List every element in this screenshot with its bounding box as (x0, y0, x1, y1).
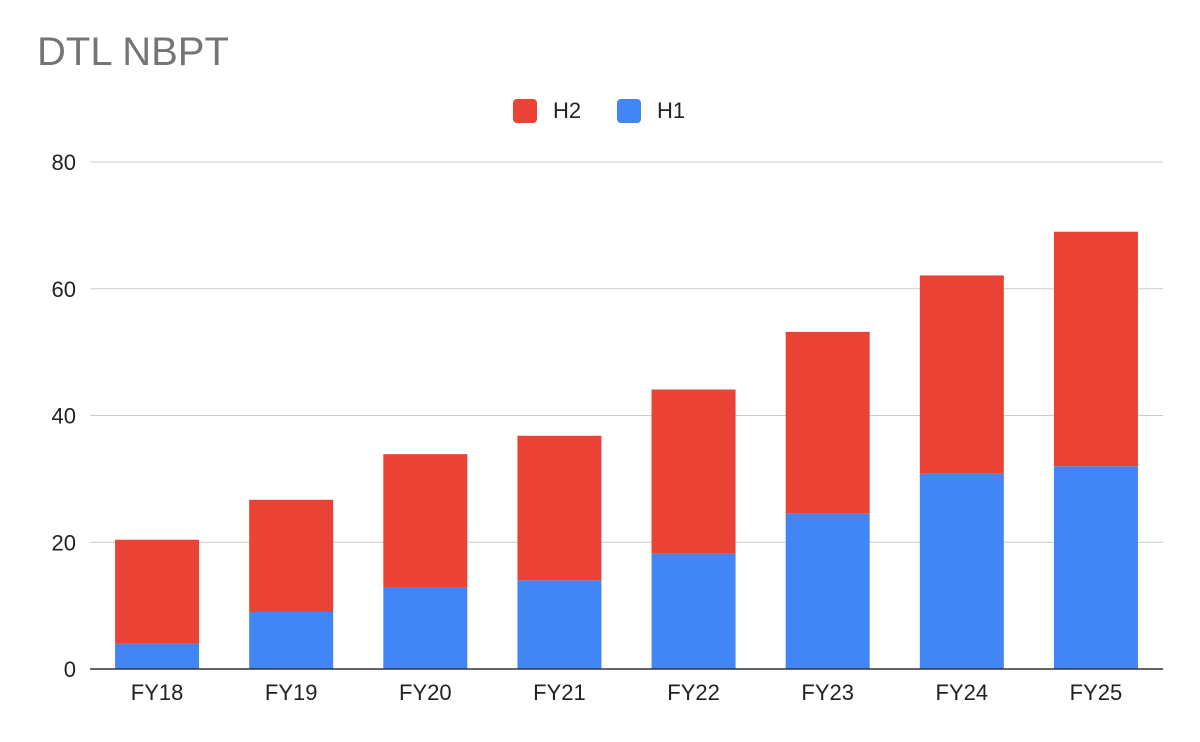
bar-h1-fy20 (383, 587, 468, 669)
bar-h2-fy22 (651, 389, 736, 554)
x-tick-label-fy23: FY23 (801, 680, 854, 705)
bar-h2-fy25 (1053, 231, 1138, 467)
bar-h2-fy20 (383, 454, 468, 588)
bar-h2-fy18 (115, 539, 200, 644)
y-tick-label-0: 0 (64, 657, 76, 682)
legend-item-h1: H1 (617, 98, 685, 124)
y-tick-label-20: 20 (52, 530, 76, 555)
bar-h1-fy24 (919, 473, 1004, 669)
bar-h1-fy21 (517, 580, 602, 669)
bar-h2-fy19 (249, 499, 334, 612)
bar-h1-fy18 (115, 643, 200, 669)
bar-h2-fy24 (919, 275, 1004, 474)
y-tick-label-40: 40 (52, 404, 76, 429)
y-tick-label-80: 80 (52, 150, 76, 175)
x-tick-label-fy21: FY21 (533, 680, 586, 705)
legend-item-h2: H2 (513, 98, 581, 124)
bar-h1-fy25 (1053, 466, 1138, 669)
x-tick-label-fy22: FY22 (667, 680, 720, 705)
x-tick-label-fy20: FY20 (399, 680, 452, 705)
chart-title: DTL NBPT (37, 30, 229, 74)
legend: H2 H1 (0, 98, 1200, 128)
bar-h1-fy23 (785, 513, 870, 669)
legend-swatch-h1 (617, 99, 641, 123)
y-tick-label-60: 60 (52, 277, 76, 302)
bar-h1-fy19 (249, 611, 334, 669)
x-tick-label-fy24: FY24 (936, 680, 989, 705)
x-tick-label-fy19: FY19 (265, 680, 318, 705)
x-tick-label-fy18: FY18 (131, 680, 184, 705)
x-tick-label-fy25: FY25 (1070, 680, 1123, 705)
legend-label-h2: H2 (553, 98, 582, 123)
bar-h1-fy22 (651, 553, 736, 669)
bar-h2-fy23 (785, 331, 870, 514)
legend-label-h1: H1 (657, 98, 686, 123)
legend-swatch-h2 (513, 99, 537, 123)
bar-h2-fy21 (517, 435, 602, 581)
